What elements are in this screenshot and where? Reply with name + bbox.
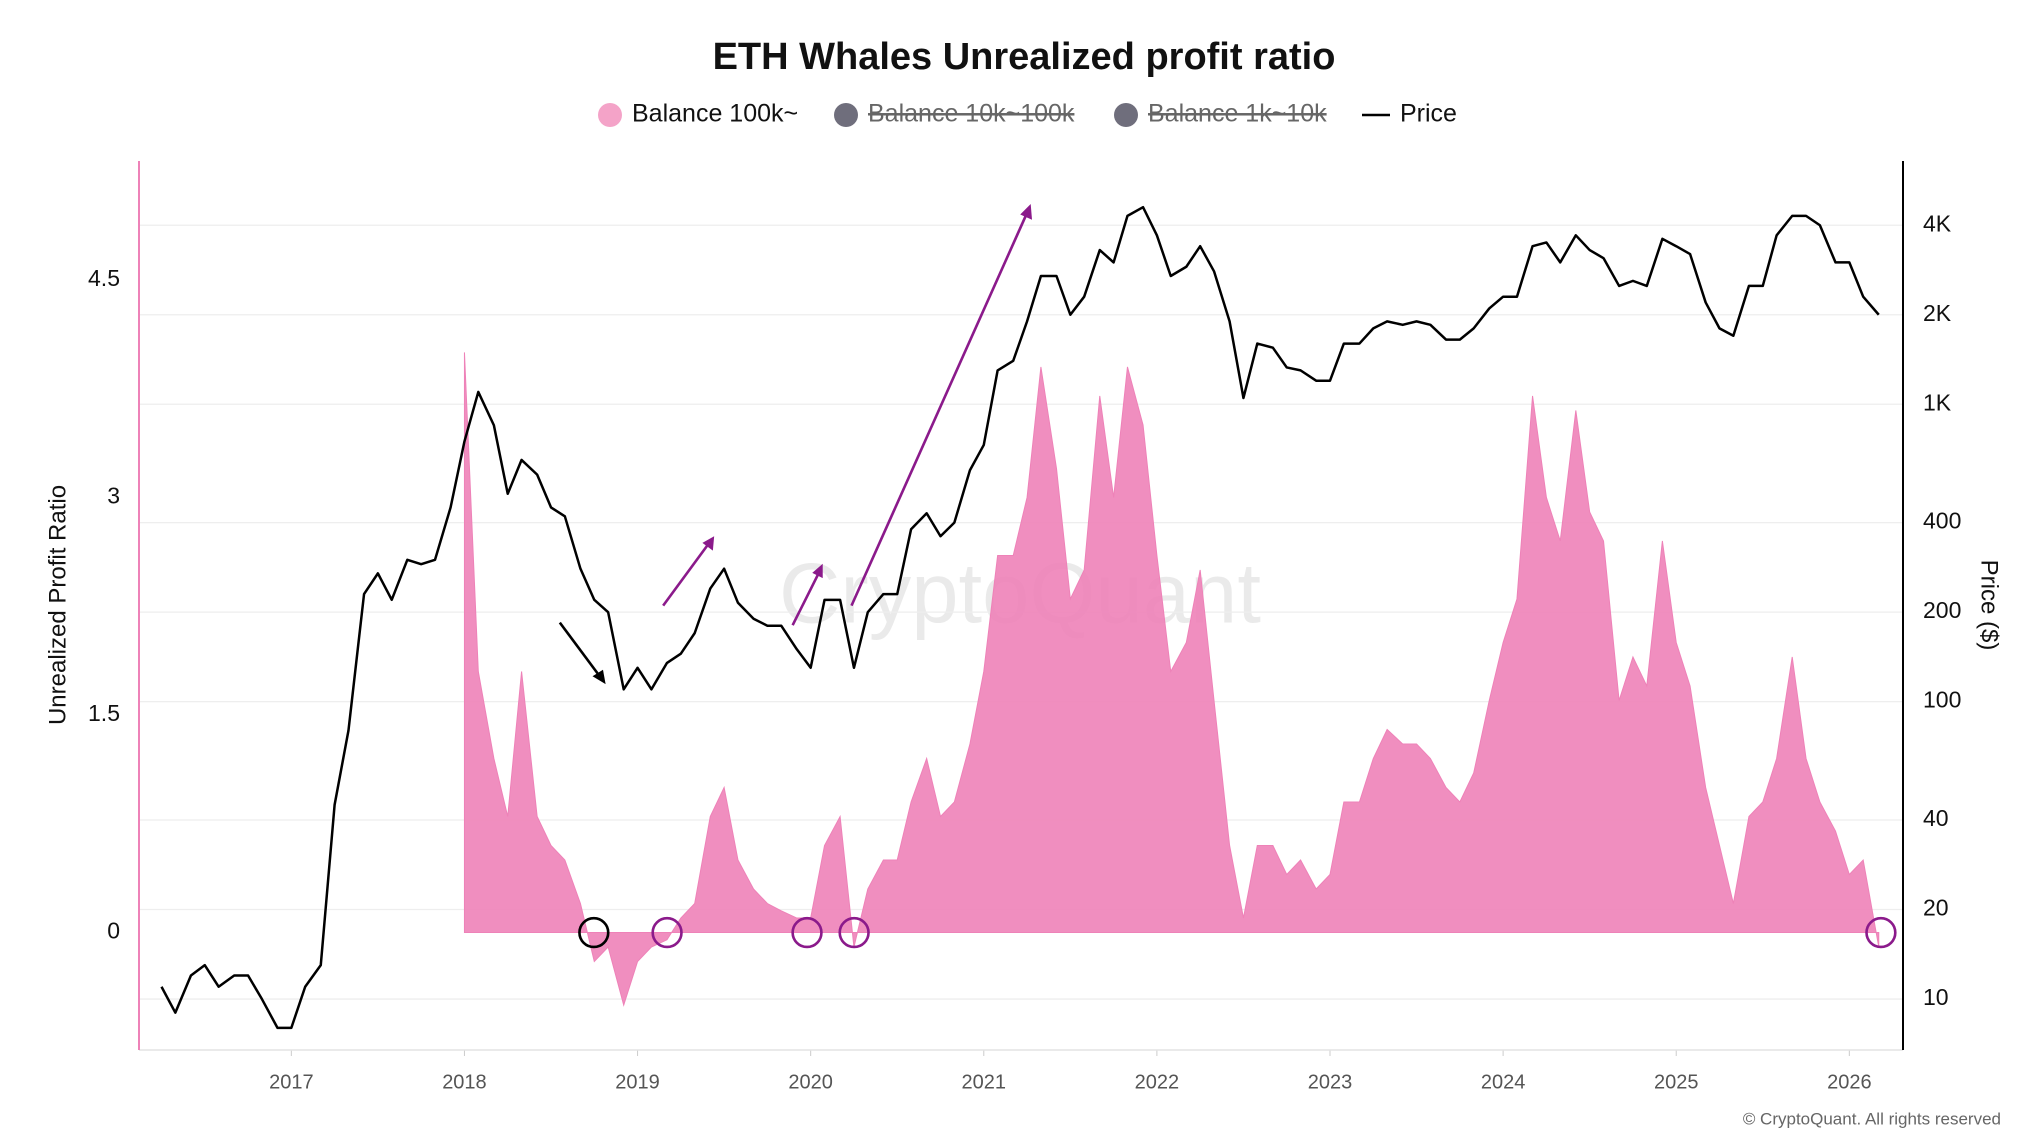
x-tick-label: 2020 — [788, 1071, 833, 1093]
y-tick-label: 3 — [107, 483, 120, 509]
legend-swatch — [598, 103, 622, 127]
y-tick-label: 4.5 — [88, 265, 120, 291]
credit: © CryptoQuant. All rights reserved — [1743, 1109, 2001, 1128]
x-tick-label: 2024 — [1481, 1071, 1526, 1093]
x-tick-label: 2021 — [962, 1071, 1007, 1093]
y2-tick-label: 200 — [1923, 597, 1961, 623]
legend-label: Balance 1k~10k — [1148, 100, 1327, 128]
annotation-arrow — [791, 569, 822, 626]
x-tick-label: 2026 — [1827, 1071, 1872, 1093]
y-tick-label: 0 — [107, 918, 120, 944]
x-tick-label: 2017 — [269, 1071, 314, 1093]
arrow-head — [812, 563, 823, 579]
legend-label: Balance 100k~ — [632, 100, 798, 128]
annotation-circle — [838, 916, 870, 949]
legend-label: Balance 10k~100k — [868, 100, 1075, 128]
price-line — [160, 205, 1880, 1030]
annotation-arrow — [662, 540, 712, 607]
y2-tick-label: 10 — [1923, 984, 1949, 1010]
annotation-circle — [578, 916, 610, 949]
y2-tick-label: 2K — [1923, 300, 1952, 326]
annotation-circle — [651, 916, 683, 949]
legend: Balance 100k~ Balance 10k~100k Balance 1k~… — [598, 100, 1457, 128]
annotations — [558, 204, 1897, 949]
y2-tick-label: 40 — [1923, 805, 1949, 831]
annotation-circle — [791, 916, 823, 949]
y-tick-label: 1.5 — [88, 700, 120, 726]
arrow-head — [1020, 204, 1033, 220]
x-tick-label: 2019 — [615, 1071, 660, 1093]
arrow-head — [592, 669, 606, 685]
chart-title: ETH Whales Unrealized profit ratio — [713, 36, 1336, 78]
y2-tick-label: 400 — [1923, 508, 1961, 534]
x-tick-label: 2018 — [442, 1071, 487, 1093]
y2-axis-label: Price ($) — [1976, 560, 2003, 651]
y2-tick-label: 1K — [1923, 389, 1952, 415]
y2-tick-label: 4K — [1923, 210, 1952, 236]
plot-area: 10 20 40 100 200 400 1K 2K 4K 0 1.5 3 4.5 2017 2018 201… — [88, 161, 1961, 1093]
annotation-arrow — [850, 210, 1030, 607]
x-tick-label: 2023 — [1308, 1071, 1353, 1093]
profit-area — [463, 352, 1880, 1007]
arrow-head — [702, 536, 715, 551]
legend-label: Price — [1400, 100, 1457, 128]
annotation-circle — [1865, 916, 1897, 949]
legend-swatch — [834, 103, 858, 127]
y2-tick-label: 100 — [1923, 687, 1961, 713]
x-tick-label: 2022 — [1135, 1071, 1180, 1093]
annotation-arrow — [558, 621, 603, 680]
y2-tick-label: 20 — [1923, 895, 1949, 921]
y-axis-label: Unrealized Profit Ratio — [44, 485, 71, 725]
x-tick-label: 2025 — [1654, 1071, 1699, 1093]
legend-swatch — [1114, 103, 1138, 127]
